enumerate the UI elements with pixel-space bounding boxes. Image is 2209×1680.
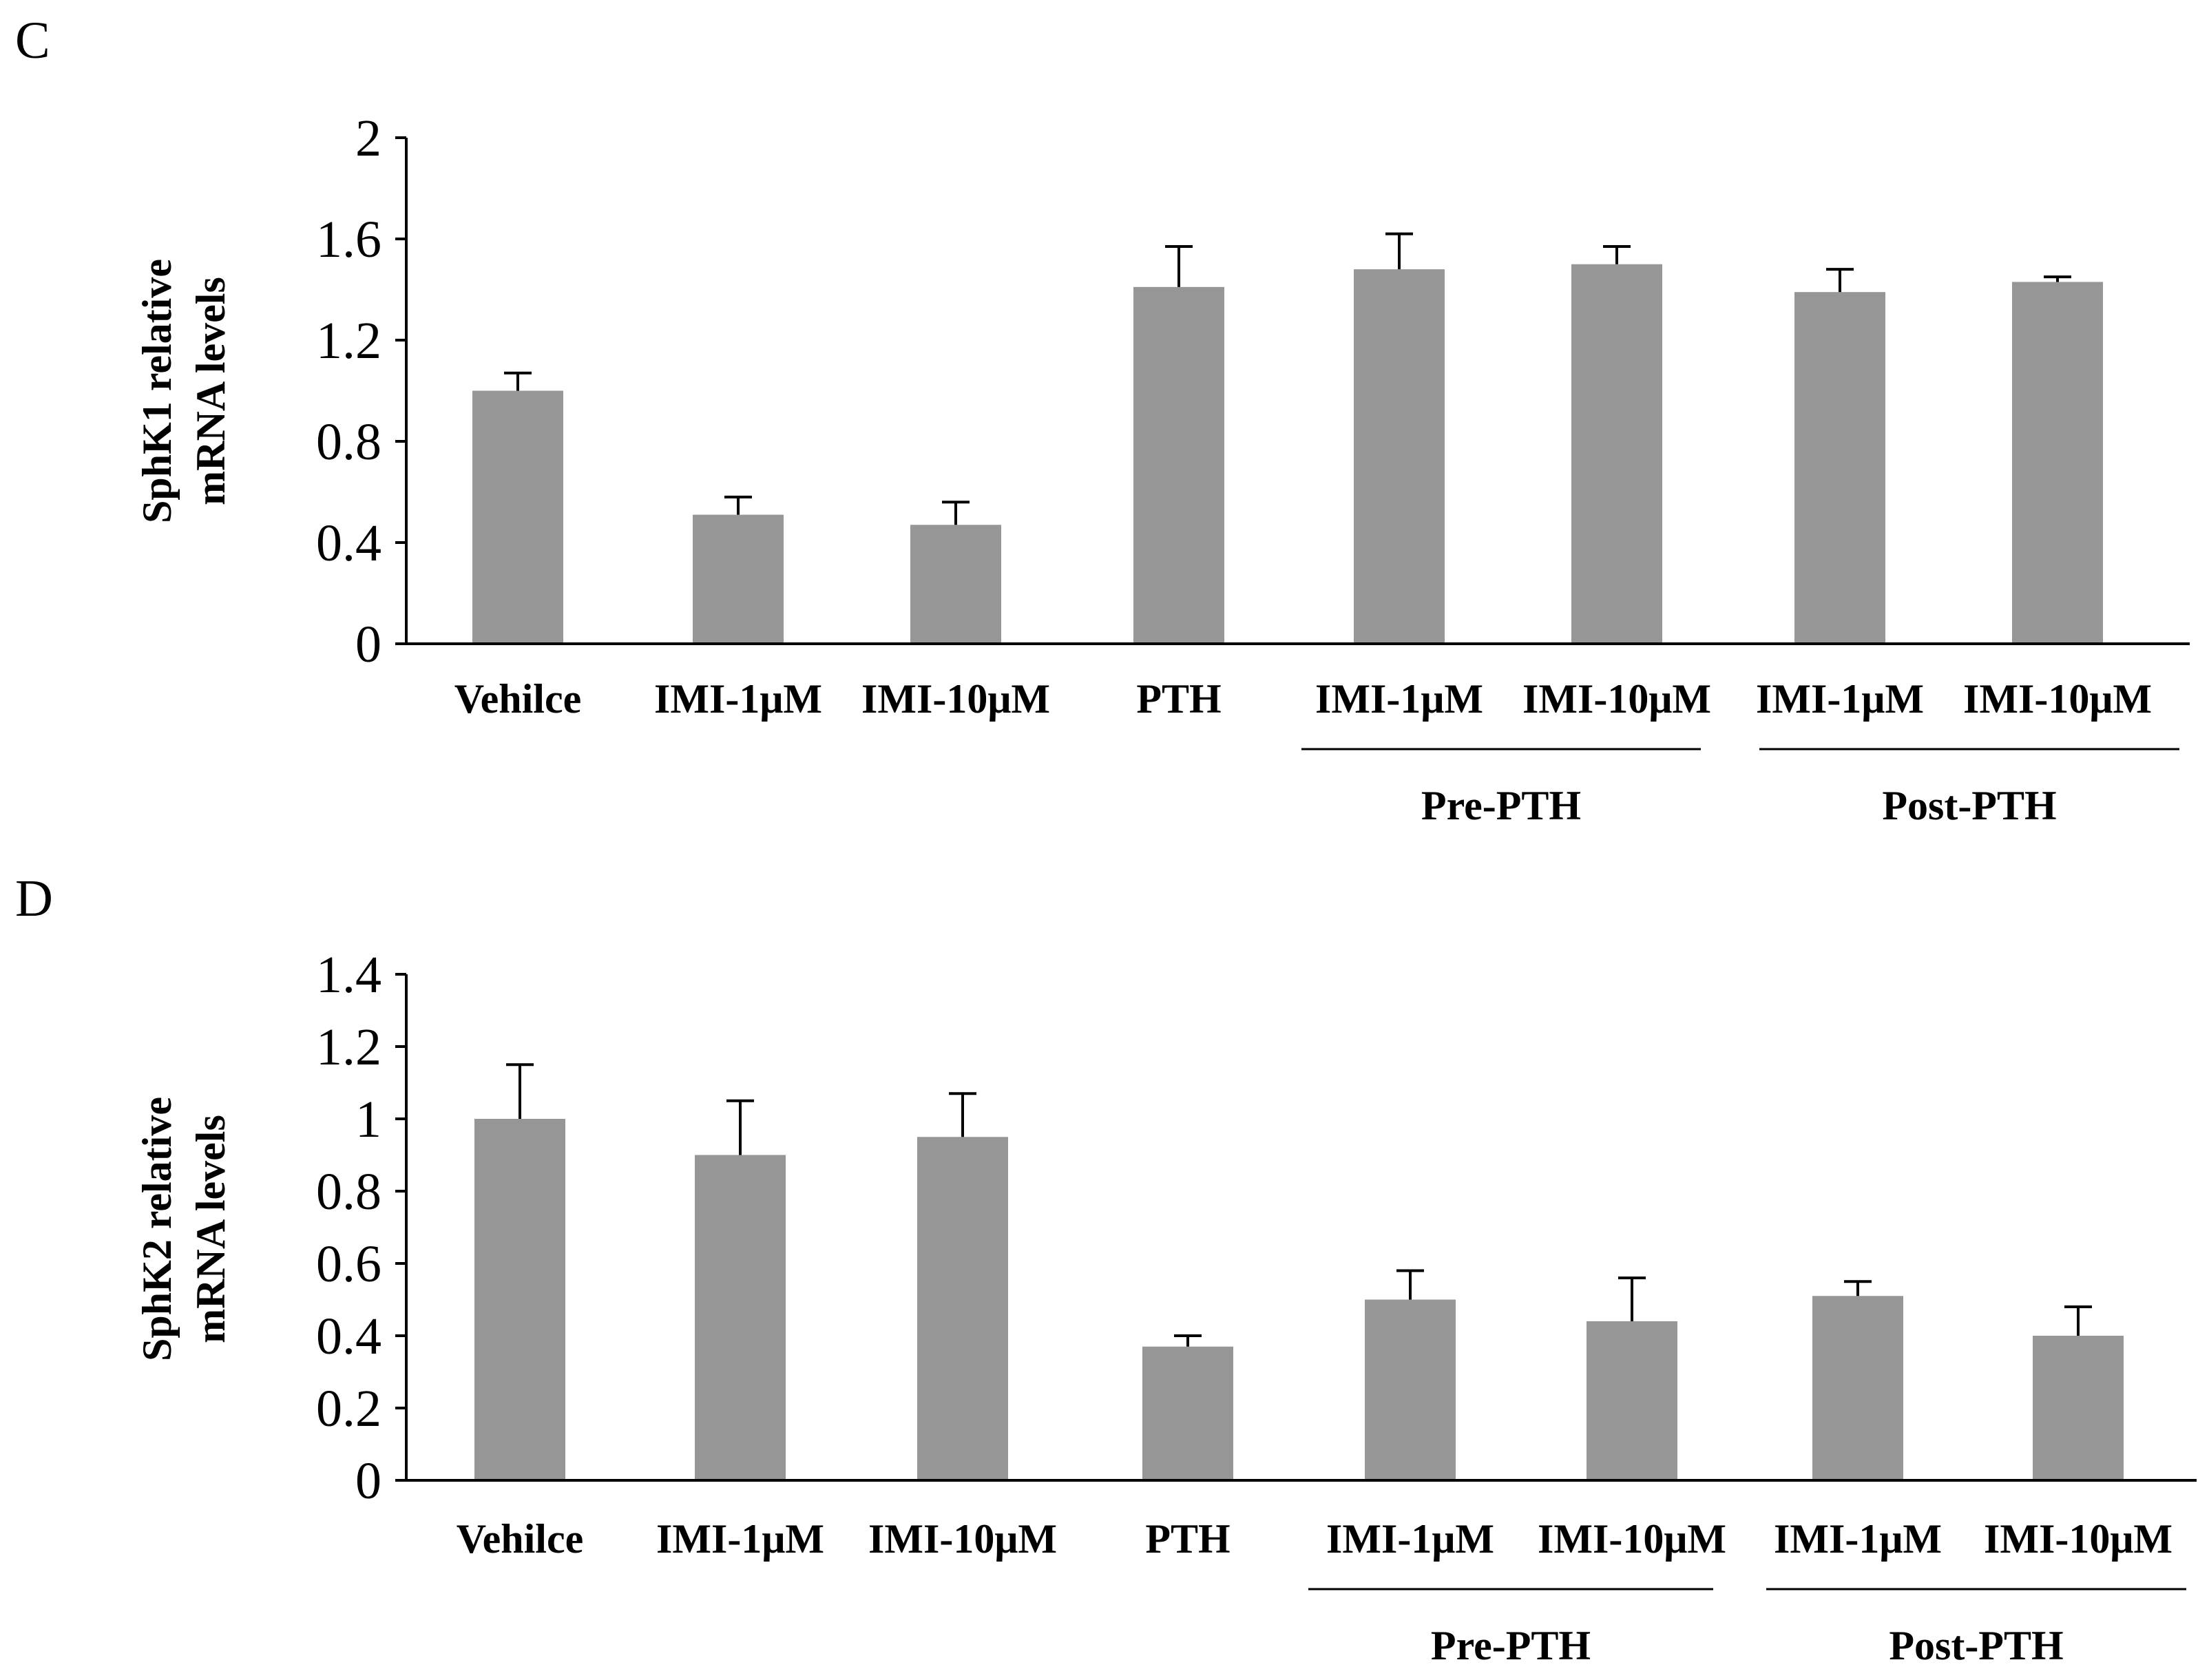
y-tick-label: 0.6 [316,1235,381,1293]
x-tick-label: IMI-10μM [1984,1516,2173,1562]
y-tick-label: 0.4 [316,514,381,572]
y-tick-label: 0.8 [316,1163,381,1221]
group-label: Post-PTH [1889,1623,2063,1668]
y-axis-label: mRNA levels [188,1115,233,1343]
error-bar [1618,1277,1646,1321]
x-tick-label: IMI-1μM [1315,676,1483,722]
bar [1571,264,1662,644]
x-tick-label: PTH [1136,676,1221,722]
chart-panel-c: C SphK1 relative mRNA levels 0 0.4 0.8 1.2 1.6 2… [15,12,2190,828]
error-bar [949,1092,976,1137]
y-axis-label: mRNA levels [188,277,233,505]
y-tick-label: 0.8 [316,413,381,471]
x-tick-label: IMI-1μM [654,676,822,722]
error-bar [1844,1280,1872,1296]
bar [1365,1299,1456,1480]
x-tick-label: IMI-10μM [861,676,1050,722]
panel-letter: C [15,12,50,70]
bar [1587,1321,1677,1480]
error-bar [504,371,532,391]
panel-letter: D [15,870,53,927]
error-bar [2044,275,2071,282]
y-tick-label: 2 [355,109,381,167]
error-bar [942,501,970,525]
group-label: Pre-PTH [1431,1623,1591,1668]
y-tick-label: 1 [355,1091,381,1148]
x-tick-label: IMI-10μM [1522,676,1711,722]
error-bar [1603,245,1631,264]
y-axis-label: SphK1 relative [134,259,180,523]
x-tick-label: IMI-1μM [1326,1516,1494,1562]
bar [917,1137,1008,1480]
error-bar [726,1099,754,1155]
y-tick-label: 0 [355,1452,381,1510]
bar [2012,282,2103,644]
error-bar [2064,1305,2092,1336]
error-bar [506,1063,534,1119]
error-bar [1826,268,1854,293]
x-tick-label: IMI-1μM [1774,1516,1942,1562]
y-tick-label: 0.4 [316,1308,381,1365]
bar [910,525,1001,644]
group-label: Pre-PTH [1421,783,1581,828]
bar [472,390,563,644]
x-tick-label: IMI-10μM [1963,676,2152,722]
x-tick-label: Vehilce [457,1516,583,1562]
x-tick-label: PTH [1145,1516,1230,1562]
bar [1812,1296,1903,1480]
bar [1354,269,1445,644]
group-label: Post-PTH [1882,783,2056,828]
bar [474,1119,565,1480]
error-bar [1385,232,1413,270]
bar [1794,292,1885,644]
error-bar [1174,1334,1202,1347]
x-tick-label: IMI-10μM [1538,1516,1726,1562]
error-bar [724,495,752,515]
bar [1133,286,1224,644]
x-tick-label: IMI-1μM [656,1516,824,1562]
error-bar [1396,1269,1424,1300]
y-tick-label: 1.2 [316,312,381,370]
y-tick-label: 1.4 [316,946,381,1004]
y-tick-label: 1.2 [316,1018,381,1076]
y-tick-label: 0 [355,616,381,673]
bar [695,1155,786,1480]
x-tick-label: IMI-1μM [1756,676,1924,722]
chart-panel-d: D SphK2 relative mRNA levels 0 0.2 0.4 0.6 0.8 1… [15,870,2197,1668]
error-bar [1165,245,1193,287]
x-tick-label: Vehilce [454,676,581,722]
y-axis-label: SphK2 relative [134,1097,180,1361]
y-tick-label: 1.6 [316,211,381,269]
x-tick-label: IMI-10μM [868,1516,1057,1562]
bar [1142,1346,1233,1480]
bar [693,514,784,644]
bar [2033,1336,2124,1480]
y-tick-label: 0.2 [316,1380,381,1438]
